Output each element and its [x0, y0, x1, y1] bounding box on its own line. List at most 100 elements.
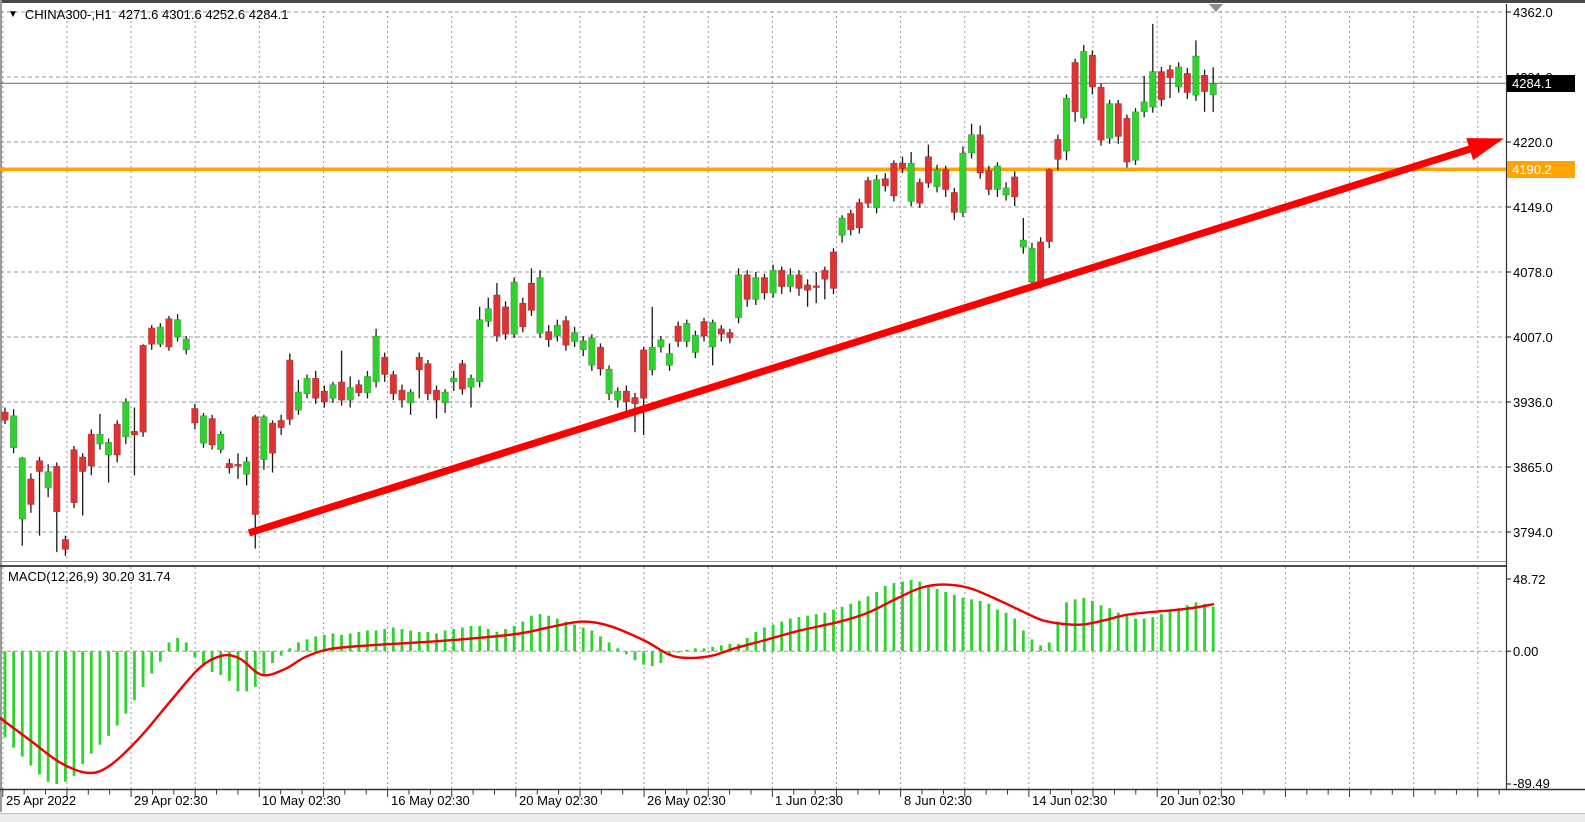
bear-candle	[1157, 71, 1166, 101]
macd-bar	[236, 651, 240, 692]
bear-candle	[743, 274, 751, 300]
bear-candle	[622, 390, 630, 403]
bull-candle	[104, 441, 113, 456]
bull-candle	[199, 415, 208, 444]
price-gridlines	[0, 11, 1506, 533]
macd-bar	[650, 651, 654, 667]
bear-candle	[976, 134, 984, 174]
time-axis-label: 8 Jun 02:30	[904, 793, 972, 808]
macd-bar	[1211, 606, 1215, 652]
macd-bar	[883, 586, 887, 652]
macd-bar	[1099, 605, 1103, 652]
bear-candle	[130, 430, 139, 436]
macd-bar	[694, 648, 697, 652]
price-axis-label: 3794.0	[1513, 524, 1553, 540]
macd-bar	[590, 630, 594, 652]
macd-bar	[64, 651, 67, 782]
bull-candle	[709, 322, 717, 348]
bear-candle	[821, 269, 829, 280]
bear-candle	[208, 418, 216, 446]
bull-candle	[605, 368, 613, 395]
hline-price-tag[interactable]: 4190.2	[1507, 161, 1575, 178]
macd-bar	[832, 609, 835, 652]
candles	[1, 23, 1217, 556]
time-axis[interactable]	[0, 790, 1506, 812]
macd-bar	[512, 626, 516, 652]
bear-candle	[1200, 74, 1209, 92]
time-axis-label: 20 May 02:30	[519, 793, 598, 808]
macd-bar	[400, 629, 404, 652]
bear-candle	[381, 356, 389, 375]
chart-shift-marker-icon[interactable]	[1209, 4, 1223, 12]
macd-bar	[1108, 608, 1112, 652]
macd-bar	[521, 621, 525, 652]
collapse-arrow-icon[interactable]: ▼	[8, 8, 18, 20]
macd-indicator-pane[interactable]	[0, 567, 1506, 789]
macd-bar	[564, 621, 568, 652]
bull-candle	[873, 179, 881, 209]
macd-bar	[1134, 618, 1137, 652]
bear-candle	[432, 389, 441, 401]
bear-candle	[355, 384, 363, 394]
bear-candle	[458, 363, 466, 390]
macd-signal-line	[0, 583, 1215, 775]
bear-candle	[251, 416, 259, 515]
macd-bar	[866, 596, 870, 652]
bull-candle	[303, 377, 311, 395]
bull-candle	[1019, 239, 1027, 248]
macd-bar	[624, 651, 628, 655]
bull-candle	[294, 391, 303, 411]
macd-bar	[115, 651, 119, 726]
price-axis[interactable]	[1507, 3, 1585, 789]
macd-bar	[89, 651, 93, 754]
bull-candle	[243, 461, 251, 475]
macd-bar	[901, 581, 904, 652]
bear-candle	[87, 433, 95, 467]
bull-candle	[372, 335, 380, 383]
macd-bar	[3, 651, 7, 738]
price-axis-label: 3936.0	[1513, 394, 1553, 410]
time-axis-label: 16 May 02:30	[391, 793, 470, 808]
bear-candle	[674, 325, 682, 342]
macd-indicator-name: MACD(12,26,9)	[8, 569, 99, 584]
bear-candle	[312, 377, 320, 399]
bear-candle	[795, 274, 803, 289]
bear-candle	[700, 321, 708, 337]
macd-bar	[29, 651, 33, 766]
price-chart-pane[interactable]	[0, 3, 1506, 561]
macd-bar	[599, 636, 602, 652]
macd-bar	[1013, 618, 1017, 652]
bull-candle	[407, 391, 415, 404]
price-axis-label: 3865.0	[1513, 459, 1553, 475]
bull-candle	[484, 308, 492, 322]
bull-candle	[217, 433, 225, 450]
macd-bar	[1090, 600, 1094, 652]
window-top-border	[0, 0, 1585, 3]
price-axis-label: 4220.0	[1513, 134, 1553, 150]
macd-bar	[918, 581, 922, 652]
bull-candle	[467, 377, 475, 388]
macd-bar	[788, 618, 792, 652]
macd-bar	[167, 642, 171, 652]
macd-bar	[581, 627, 585, 652]
macd-bar	[538, 614, 542, 652]
trend-arrow-line	[247, 143, 1477, 537]
macd-bar	[1177, 608, 1181, 652]
macd-bar	[927, 586, 930, 652]
trend-arrow-object[interactable]	[247, 138, 1504, 537]
macd-axis-label: 0.00	[1513, 643, 1539, 659]
macd-bar	[210, 651, 214, 673]
bear-candle	[320, 390, 328, 403]
bear-candle	[277, 420, 285, 428]
macd-bar	[642, 651, 646, 665]
bear-candle	[596, 346, 605, 370]
macd-bar	[184, 642, 188, 652]
bull-candle	[683, 322, 691, 342]
bear-candle	[389, 374, 397, 395]
window-bottom-edge	[0, 813, 1585, 822]
bear-candle	[286, 359, 294, 420]
macd-bar	[607, 642, 611, 652]
macd-bar	[1021, 630, 1025, 652]
bear-candle	[778, 269, 786, 287]
